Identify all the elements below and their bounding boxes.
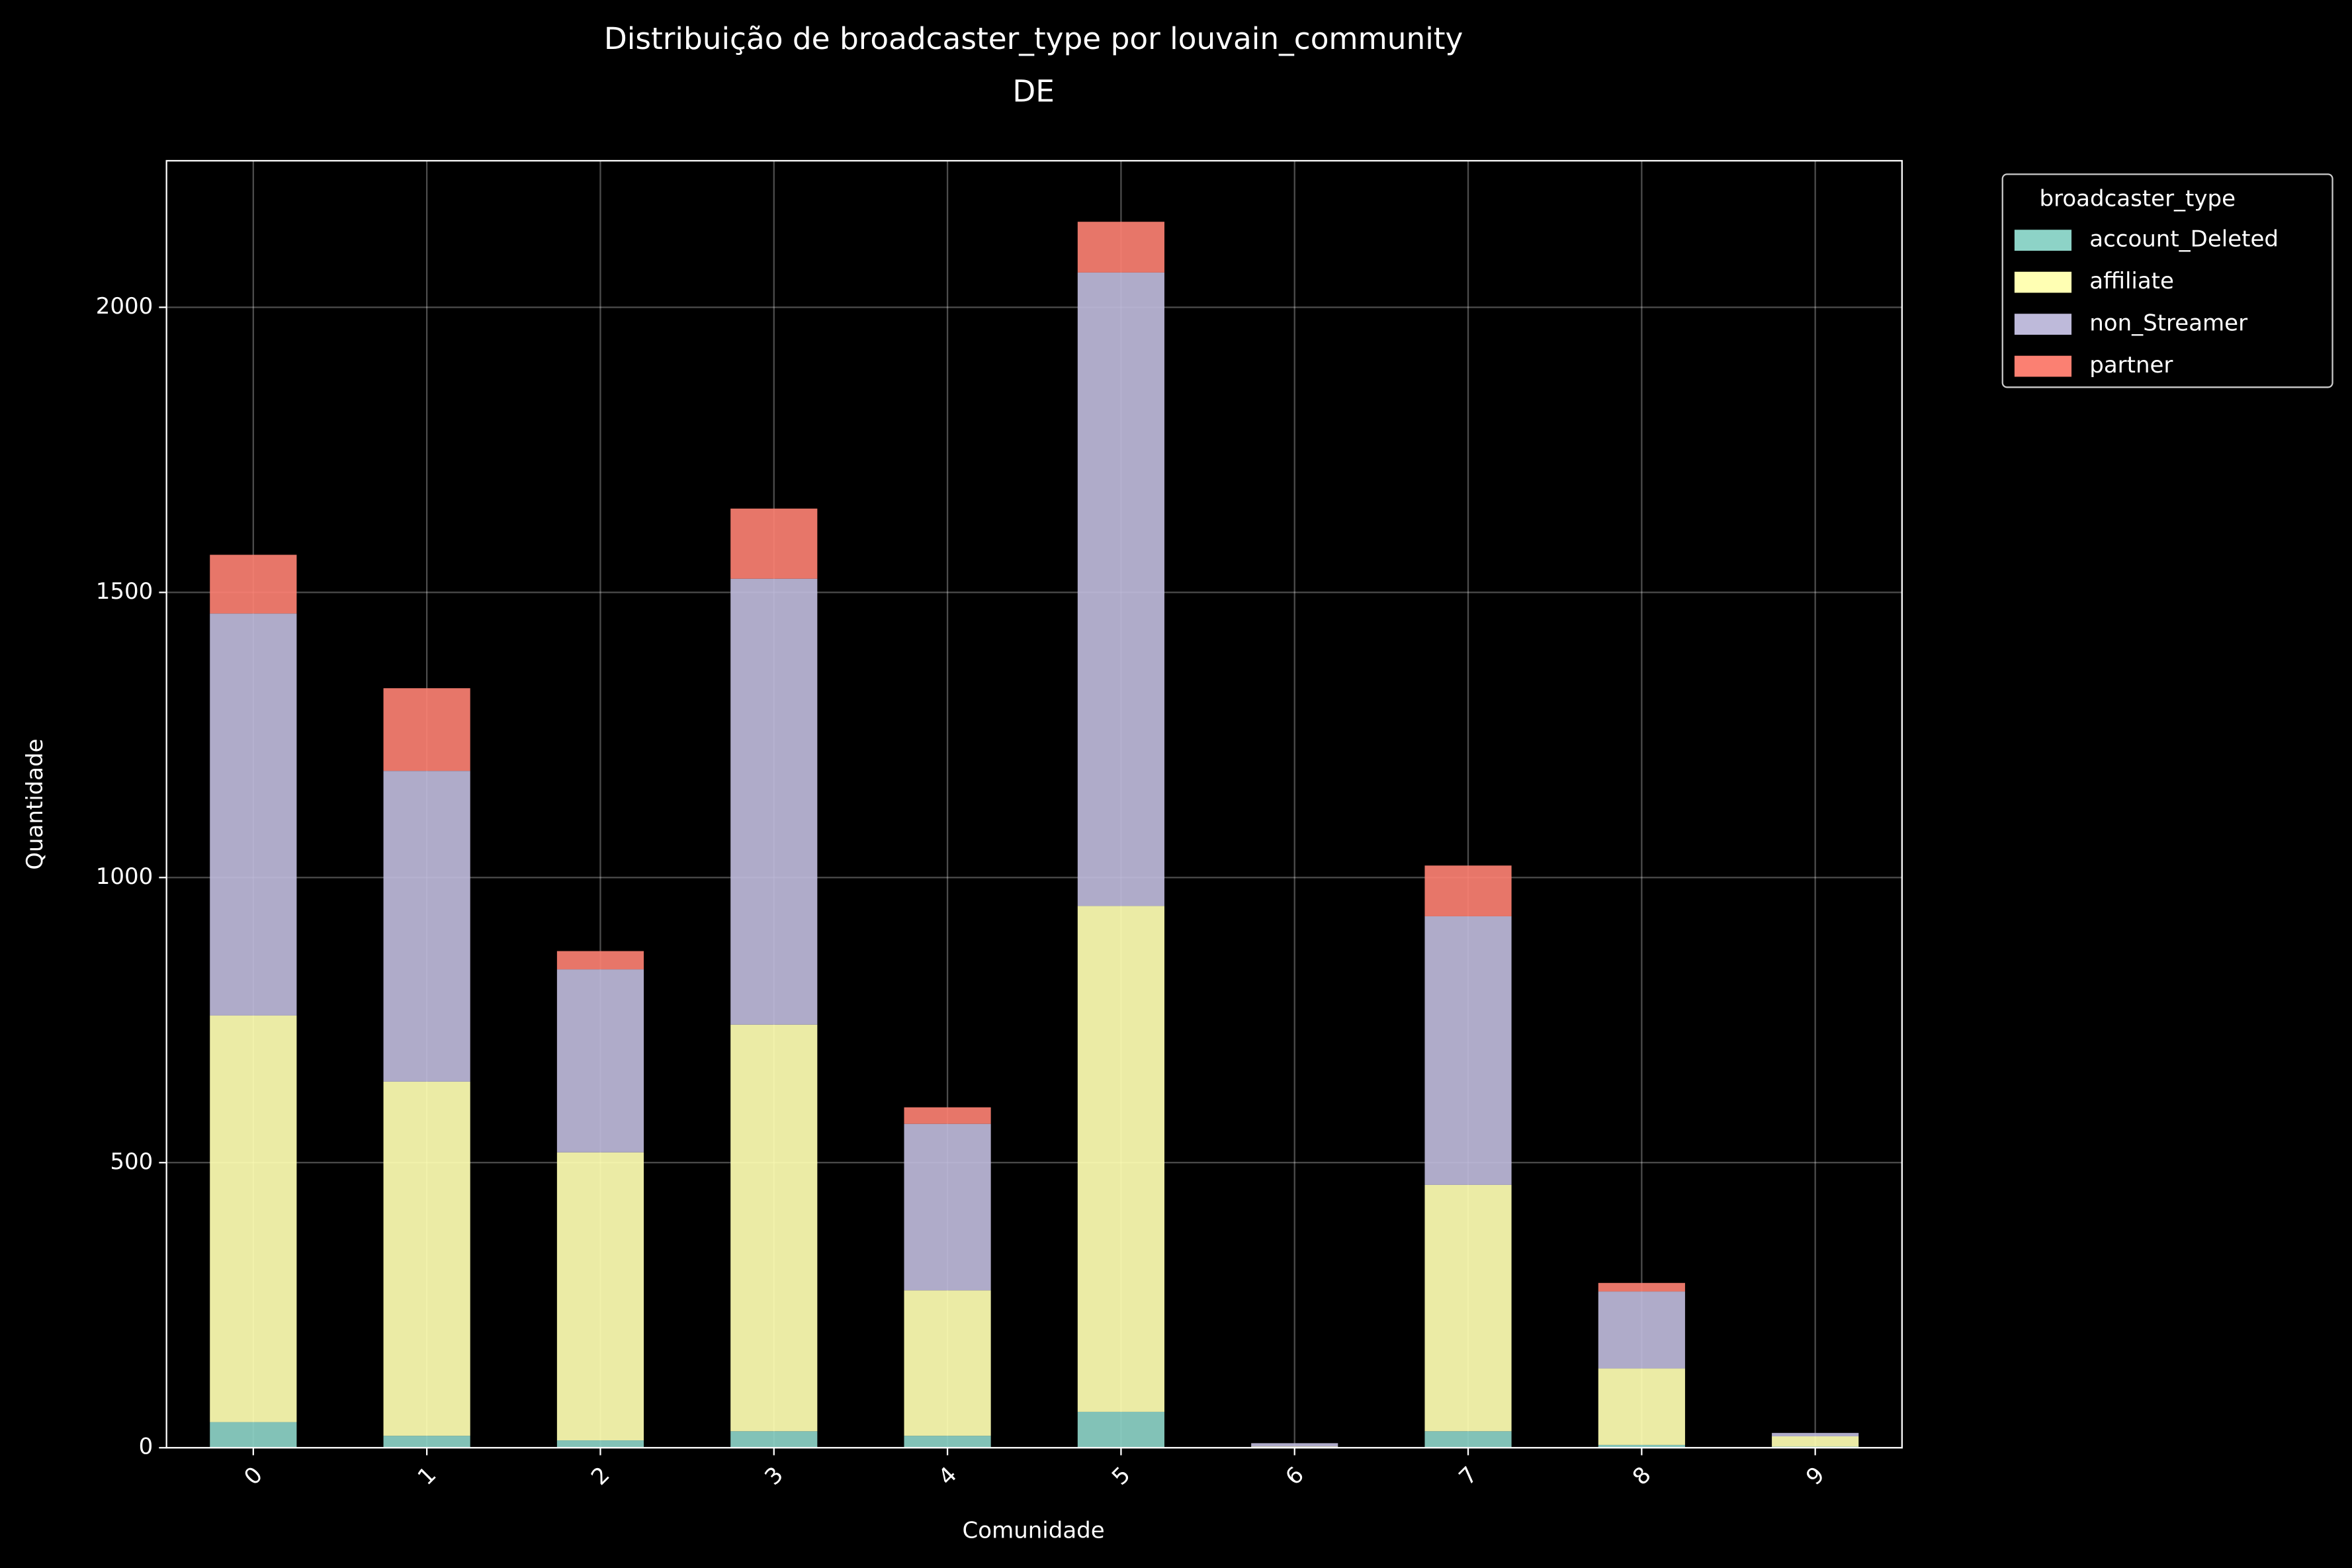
legend-title: broadcaster_type [2040, 185, 2236, 212]
legend-box [2001, 173, 2333, 388]
legend-label: account_Deleted [2089, 226, 2279, 253]
bar-segment [904, 1123, 991, 1291]
legend-label: affiliate [2089, 268, 2174, 294]
bar-segment [1251, 1446, 1338, 1448]
x-axis-label: Comunidade [963, 1518, 1105, 1544]
bar-segment [383, 1081, 470, 1436]
legend-swatch [2014, 271, 2072, 293]
bar-segment [730, 1431, 818, 1448]
chart-subtitle: DE [1012, 73, 1055, 109]
bar-segment [1772, 1436, 1859, 1447]
legend-swatch [2014, 230, 2072, 251]
y-axis-label: Quantidade [22, 738, 48, 869]
bar-segment [210, 554, 297, 614]
bar-segment [556, 1440, 644, 1448]
bar-segment [556, 1152, 644, 1441]
y-tick-label: 1500 [96, 578, 153, 605]
y-tick-label: 1000 [96, 863, 153, 890]
bar-segment [1077, 906, 1164, 1412]
legend-swatch [2014, 355, 2072, 377]
bar-segment [904, 1290, 991, 1436]
bar-segment [556, 969, 644, 1153]
bar-segment [210, 613, 297, 1016]
chart-title: Distribuição de broadcaster_type por lou… [604, 21, 1463, 56]
bar-segment [1077, 1411, 1164, 1448]
bar-segment [904, 1107, 991, 1124]
bar-segment [1077, 222, 1164, 273]
legend-label: non_Streamer [2089, 310, 2247, 337]
bar-segment [1251, 1443, 1338, 1447]
legend-swatch [2014, 314, 2072, 335]
y-tick-label: 0 [139, 1434, 153, 1460]
y-tick-label: 500 [110, 1149, 153, 1175]
bar-segment [1598, 1283, 1685, 1292]
bar-segment [730, 1024, 818, 1432]
bar-segment [1598, 1368, 1685, 1445]
bar-segment [730, 508, 818, 579]
bar-segment [1424, 865, 1512, 916]
bar-segment [210, 1015, 297, 1422]
bar-segment [383, 688, 470, 771]
bar-segment [1424, 916, 1512, 1185]
bar-segment [383, 1436, 470, 1448]
bar-segment [1772, 1432, 1859, 1437]
y-tick-label: 2000 [96, 293, 153, 320]
bar-segment [210, 1422, 297, 1448]
bar-segment [904, 1436, 991, 1448]
bar-segment [1424, 1431, 1512, 1448]
bar-segment [1598, 1291, 1685, 1369]
bar-segment [1424, 1184, 1512, 1432]
legend-label: partner [2089, 352, 2173, 378]
bar-segment [730, 578, 818, 1025]
bar-segment [556, 951, 644, 970]
bar-segment [1598, 1444, 1685, 1448]
bar-segment [1077, 272, 1164, 906]
plot-frame [165, 159, 1903, 1449]
bar-segment [383, 771, 470, 1082]
